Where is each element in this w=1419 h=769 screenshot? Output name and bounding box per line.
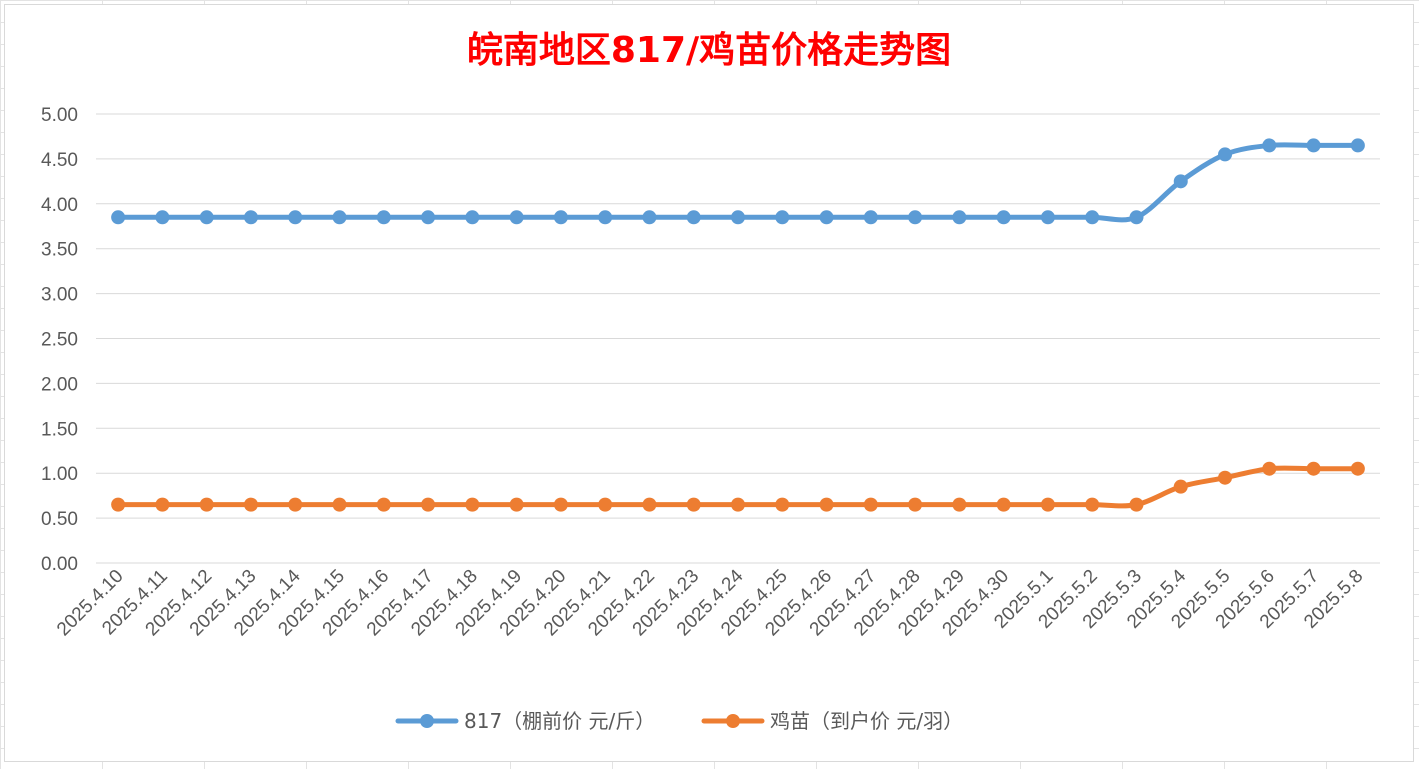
data-point: [642, 210, 657, 225]
data-point: [1129, 497, 1144, 512]
data-point: [686, 497, 701, 512]
data-point: [553, 210, 568, 225]
series-lines: [111, 138, 1365, 512]
data-point: [642, 497, 657, 512]
data-point: [908, 210, 923, 225]
series-2: [111, 461, 1365, 512]
data-point: [1262, 138, 1277, 153]
data-point: [1173, 479, 1188, 494]
y-tick-label: 3.00: [41, 285, 78, 306]
data-point: [863, 210, 878, 225]
data-point: [996, 497, 1011, 512]
data-point: [421, 210, 436, 225]
data-point: [465, 210, 480, 225]
data-point: [1085, 210, 1100, 225]
series-1: [111, 138, 1365, 225]
legend-label: 817（棚前价 元/斤）: [464, 709, 655, 733]
data-point: [731, 210, 745, 225]
data-point: [509, 497, 524, 512]
legend-label: 鸡苗（到户价 元/羽）: [770, 709, 963, 733]
y-tick-label: 2.50: [41, 330, 78, 351]
gridlines: [96, 113, 1380, 564]
data-point: [199, 497, 214, 512]
legend-marker: [420, 714, 434, 728]
data-point: [1262, 461, 1277, 476]
data-point: [686, 210, 701, 225]
data-point: [509, 210, 524, 225]
data-point: [1173, 174, 1188, 189]
y-tick-label: 2.00: [41, 374, 78, 395]
data-point: [465, 497, 480, 512]
data-point: [908, 497, 923, 512]
data-point: [598, 497, 613, 512]
data-point: [1129, 210, 1144, 225]
data-point: [111, 497, 126, 512]
y-tick-label: 1.50: [41, 419, 78, 440]
data-point: [731, 497, 745, 512]
data-point: [288, 497, 303, 512]
data-point: [775, 210, 790, 225]
data-point: [243, 497, 258, 512]
chart-title: 皖南地区817/鸡苗价格走势图: [467, 30, 951, 71]
data-point: [1218, 147, 1233, 162]
data-point: [819, 497, 834, 512]
x-axis-ticks: 2025.4.102025.4.112025.4.122025.4.132025…: [53, 565, 1367, 640]
data-point: [1350, 461, 1365, 476]
y-tick-label: 3.50: [41, 240, 78, 261]
data-point: [819, 210, 834, 225]
data-point: [332, 210, 347, 225]
legend-item[interactable]: 817（棚前价 元/斤）: [395, 709, 655, 733]
data-point: [952, 210, 967, 225]
data-point: [243, 210, 258, 225]
data-point: [553, 497, 568, 512]
data-point: [863, 497, 878, 512]
data-point: [288, 210, 303, 225]
data-point: [421, 497, 436, 512]
y-tick-label: 4.50: [41, 150, 78, 171]
y-tick-label: 1.00: [41, 464, 78, 485]
data-point: [1306, 461, 1321, 476]
y-tick-label: 0.50: [41, 509, 78, 530]
data-point: [155, 497, 170, 512]
legend-marker: [726, 714, 740, 728]
data-point: [376, 497, 391, 512]
data-point: [996, 210, 1011, 225]
data-point: [952, 497, 967, 512]
data-point: [111, 210, 126, 225]
data-point: [775, 497, 790, 512]
data-point: [1306, 138, 1321, 153]
data-point: [1350, 138, 1365, 153]
data-point: [1040, 497, 1055, 512]
data-point: [155, 210, 170, 225]
data-point: [332, 497, 347, 512]
y-tick-label: 5.00: [41, 105, 78, 126]
y-axis-ticks: 0.00 0.50 1.00 1.50 2.00 2.50 3.00 3.50 4.00 4.50…: [41, 105, 78, 575]
data-point: [1085, 497, 1100, 512]
data-point: [1040, 210, 1055, 225]
data-point: [598, 210, 613, 225]
legend[interactable]: 817（棚前价 元/斤） 鸡苗（到户价 元/羽）: [395, 709, 963, 733]
data-point: [1218, 470, 1233, 485]
data-point: [376, 210, 391, 225]
data-point: [199, 210, 214, 225]
legend-item[interactable]: 鸡苗（到户价 元/羽）: [701, 709, 963, 733]
y-tick-label: 4.00: [41, 195, 78, 216]
series-line: [115, 142, 1361, 223]
y-tick-label: 0.00: [41, 554, 78, 575]
